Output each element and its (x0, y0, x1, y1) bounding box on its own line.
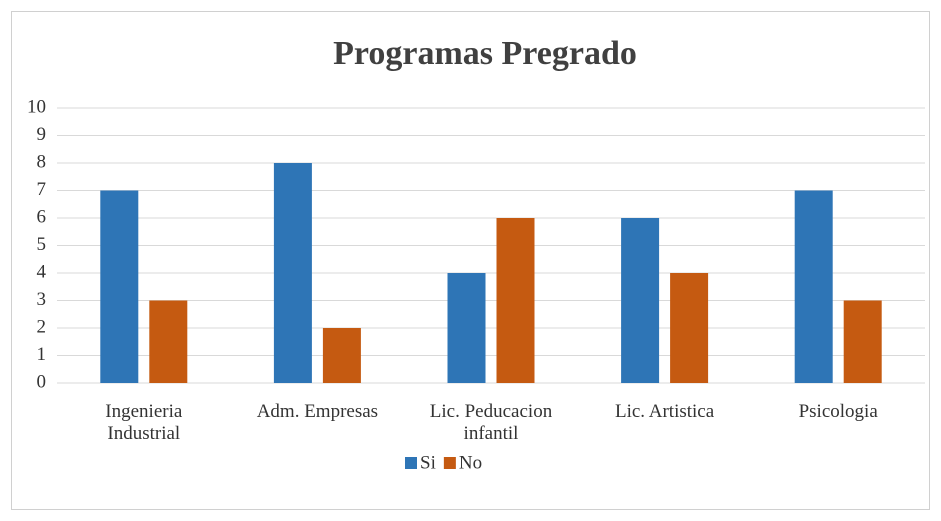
y-tick-label: 9 (37, 124, 47, 145)
y-tick-label: 8 (37, 151, 47, 172)
x-tick-label: Adm. Empresas (256, 401, 379, 422)
x-tick-label: Ingenieria Industrial (105, 401, 183, 444)
x-tick-label: Psicologia (798, 401, 878, 422)
bar (621, 218, 660, 383)
y-tick-label: 0 (37, 371, 47, 392)
y-tick-label: 5 (37, 234, 47, 255)
y-tick-label: 1 (37, 344, 47, 365)
legend-swatch (443, 457, 456, 469)
y-tick-label: 4 (37, 261, 47, 282)
y-tick-label: 6 (37, 206, 47, 227)
chart-border (11, 11, 930, 510)
x-tick-label: Lic. Artistica (614, 401, 715, 422)
y-tick-label: 10 (27, 96, 46, 117)
bar (794, 190, 833, 383)
x-tick-label: Lic. Peducacion infantil (429, 401, 553, 444)
bar (447, 273, 486, 383)
bar (149, 300, 188, 383)
chart-title: Programas Pregrado (333, 35, 637, 72)
bar (273, 163, 312, 383)
bar (496, 218, 535, 383)
y-tick-label: 7 (37, 179, 47, 200)
legend-label: Si (420, 452, 436, 473)
legend-label: No (459, 452, 482, 473)
bar (322, 328, 361, 383)
y-tick-label: 3 (37, 289, 47, 310)
bar (670, 273, 709, 383)
legend-swatch (405, 457, 417, 469)
bar (843, 300, 882, 383)
y-tick-label: 2 (37, 316, 47, 337)
bar (100, 190, 139, 383)
